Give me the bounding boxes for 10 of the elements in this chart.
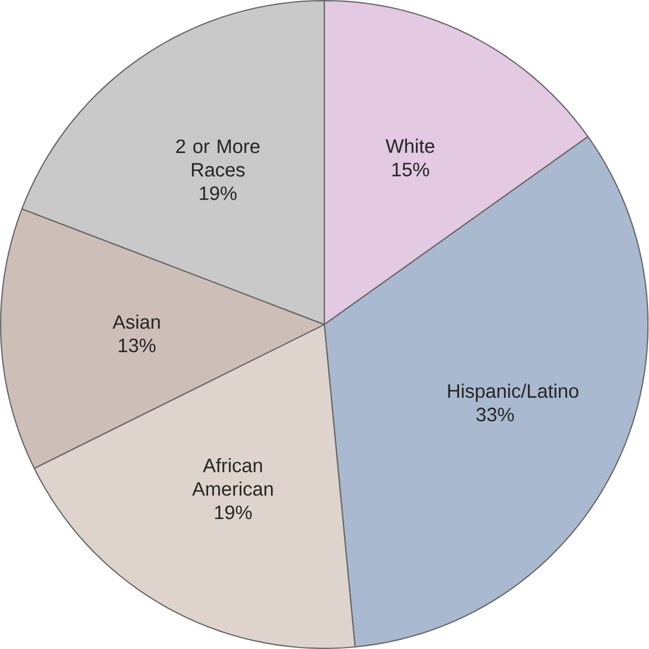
slice-label: Hispanic/Latino <box>448 384 579 402</box>
slice-label: White <box>386 138 434 153</box>
data-label: 33% <box>476 408 514 422</box>
data-label: 19% <box>200 186 237 200</box>
slice-label: 2 or More Races <box>176 139 260 177</box>
data-label: 13% <box>119 338 156 352</box>
slice-label: African American <box>192 458 273 496</box>
data-label: 15% <box>392 162 430 176</box>
slice-label: Asian <box>112 314 160 329</box>
data-label: 19% <box>215 506 252 520</box>
